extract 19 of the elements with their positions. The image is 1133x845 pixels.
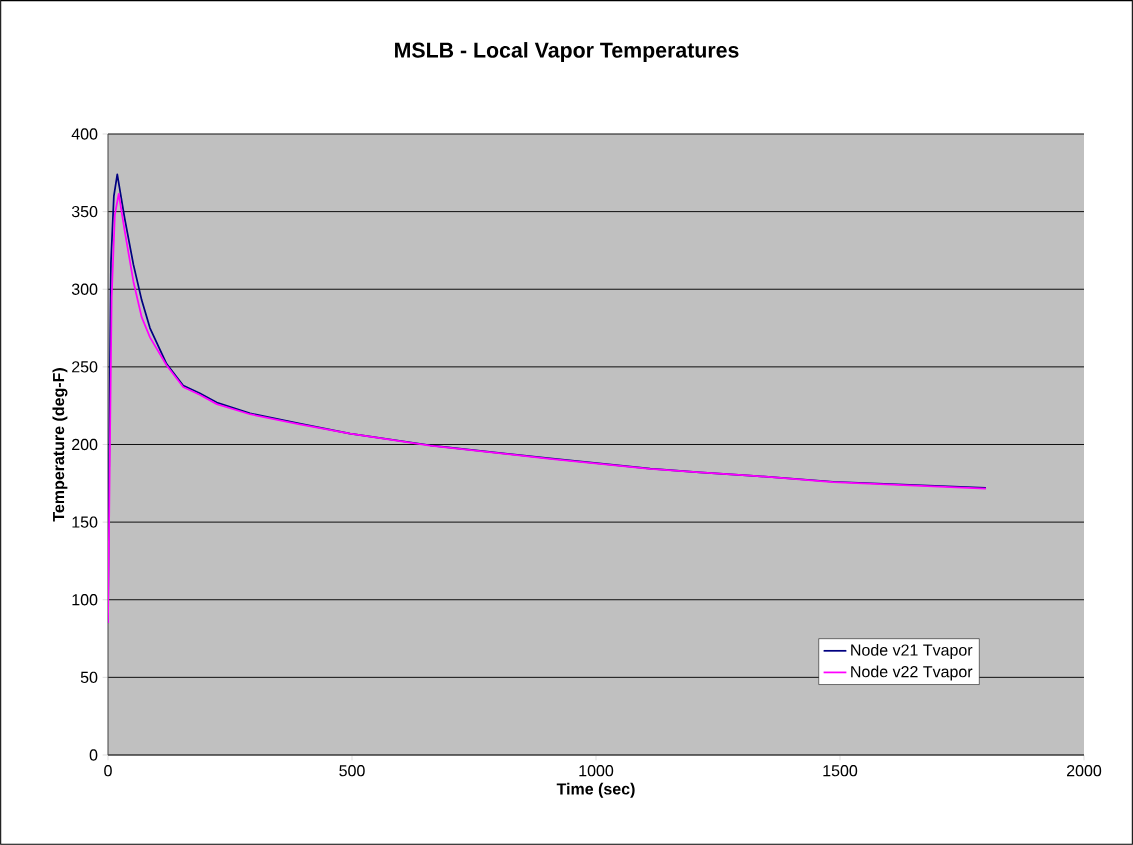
y-tick-label: 200 bbox=[72, 438, 98, 451]
y-tick-label: 300 bbox=[71, 283, 98, 295]
y-tick-label: 250 bbox=[72, 361, 98, 373]
x-axis-title: Time (sec) bbox=[556, 782, 635, 798]
y-tick-label: 0 bbox=[89, 749, 98, 761]
x-tick-label: 500 bbox=[339, 765, 365, 777]
x-tick-label: 0 bbox=[104, 765, 112, 777]
y-tick-label: 50 bbox=[80, 671, 98, 684]
y-tick-label: 150 bbox=[72, 516, 98, 528]
x-tick-label: 1500 bbox=[823, 765, 858, 777]
chart-title: MSLB - Local Vapor Temperatures bbox=[395, 42, 739, 62]
y-axis-title: Temperature (deg-F) bbox=[52, 368, 68, 522]
y-tick-label: 100 bbox=[72, 594, 98, 606]
legend-label: Node v22 Tvapor bbox=[851, 665, 973, 681]
x-tick-label: 1000 bbox=[579, 765, 614, 777]
x-tick-label: 2000 bbox=[1067, 765, 1102, 777]
y-tick-label: 400 bbox=[71, 128, 98, 140]
legend-label: Node v21 Tvapor bbox=[851, 644, 973, 659]
y-tick-label: 350 bbox=[71, 205, 98, 218]
